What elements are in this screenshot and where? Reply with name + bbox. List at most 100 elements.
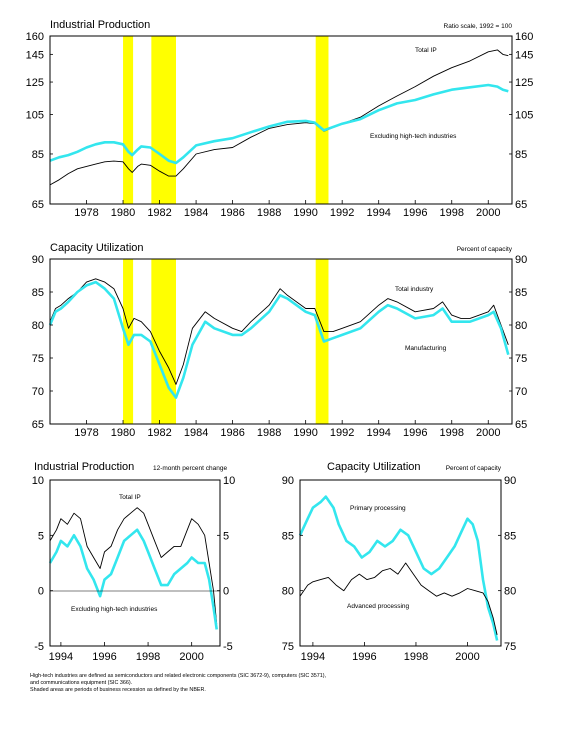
y-tick-label-left: 70 (32, 386, 44, 398)
y-tick-label-right: 160 (515, 31, 533, 43)
x-tick-label: 1996 (403, 427, 427, 439)
x-tick-label: 1982 (147, 427, 171, 439)
y-tick-label-left: 75 (282, 641, 294, 653)
series-label-excluding-high-tech: Excluding high-tech industries (71, 606, 158, 613)
y-tick-label-right: 80 (515, 320, 527, 332)
y-tick-label-left: 85 (32, 287, 44, 299)
x-tick-label: 1986 (220, 427, 244, 439)
x-tick-label: 1994 (49, 651, 73, 663)
y-tick-label-left: 85 (282, 530, 294, 542)
y-tick-label-left: 160 (26, 31, 44, 43)
series-label-total-ip: Total IP (415, 47, 437, 54)
x-tick-label: 1982 (147, 207, 171, 219)
series-label-total-ip: Total IP (119, 494, 141, 501)
x-tick-label: 1980 (111, 427, 135, 439)
y-tick-label-right: 85 (515, 287, 527, 299)
y-tick-label-right: 145 (515, 49, 533, 61)
x-tick-label: 1996 (352, 651, 376, 663)
x-tick-label: 1998 (439, 427, 463, 439)
x-tick-label: 1988 (257, 427, 281, 439)
series-line-1 (49, 49, 509, 186)
series-line-1 (49, 507, 218, 624)
footnotes: High-tech industries are defined as semi… (30, 673, 570, 693)
x-tick-label: 1984 (184, 427, 208, 439)
y-tick-label-right: 65 (515, 419, 527, 431)
x-tick-label: 1988 (257, 207, 281, 219)
footnote-line: Shaded areas are periods of business rec… (30, 686, 206, 693)
plot-frame (49, 479, 221, 647)
y-tick-label-left: 105 (26, 110, 44, 122)
x-tick-label: 1992 (330, 207, 354, 219)
y-tick-label-right: 0 (223, 586, 229, 598)
series-label-advanced-processing: Advanced processing (347, 603, 410, 610)
x-tick-label: 1992 (330, 427, 354, 439)
x-tick-label: 1986 (220, 207, 244, 219)
series-label-total-industry: Total industry (395, 286, 434, 293)
plot-frame (299, 479, 502, 647)
y-tick-label-right: 70 (515, 386, 527, 398)
series-label-primary-processing: Primary processing (350, 505, 406, 512)
y-tick-label-left: 90 (282, 475, 294, 487)
x-tick-label: 1998 (404, 651, 428, 663)
y-tick-label-left: 0 (38, 586, 44, 598)
x-tick-label: 1998 (439, 207, 463, 219)
x-tick-label: 1980 (111, 207, 135, 219)
y-tick-label-left: 5 (38, 530, 44, 542)
x-tick-label: 2000 (179, 651, 203, 663)
x-tick-label: 2000 (476, 427, 500, 439)
x-tick-label: 1994 (366, 427, 390, 439)
scale-note: Percent of capacity (446, 465, 502, 472)
series-lines (298, 495, 499, 641)
axis-ticks: 65 65 85 85 105 105 125 125 145 145 160 160 1978 1980… (26, 31, 534, 219)
y-tick-label-right: 5 (223, 530, 229, 542)
chart-ip: 65 65 85 85 105 105 125 125 145 145 160 160 1978 1980… (26, 19, 534, 219)
series-line-2 (49, 83, 509, 165)
y-tick-label-left: 80 (32, 320, 44, 332)
y-tick-label-left: 80 (282, 586, 294, 598)
x-tick-label: 2000 (455, 651, 479, 663)
series-line-1 (298, 495, 499, 641)
y-tick-label-right: -5 (223, 641, 233, 653)
chart-title: Capacity Utilization (327, 461, 421, 473)
x-tick-label: 1984 (184, 207, 208, 219)
axis-ticks: -5 -5 0 0 5 5 10 10 1994 1996 1998 2000 (32, 475, 236, 663)
recession-band-3 (315, 259, 329, 424)
y-tick-label-right: 90 (515, 254, 527, 266)
recession-bands (123, 259, 329, 424)
y-tick-label-right: 125 (515, 77, 533, 89)
y-tick-label-left: 65 (32, 199, 44, 211)
y-tick-label-right: 90 (504, 475, 516, 487)
y-tick-label-right: 80 (504, 586, 516, 598)
x-tick-label: 1978 (74, 427, 98, 439)
x-tick-label: 1996 (92, 651, 116, 663)
y-tick-label-left: 65 (32, 419, 44, 431)
axis-ticks: 65 65 70 70 75 75 80 80 85 85 90 90 1978 1980 1982 1984… (32, 254, 528, 439)
x-tick-label: 1994 (301, 651, 325, 663)
recession-band-1 (123, 36, 134, 204)
y-tick-label-right: 75 (515, 353, 527, 365)
y-tick-label-left: 10 (32, 475, 44, 487)
series-label-excluding-high-tech: Excluding high-tech industries (370, 133, 457, 140)
y-tick-label-right: 10 (223, 475, 235, 487)
x-tick-label: 1994 (366, 207, 390, 219)
plot-frame (49, 35, 513, 205)
series-line-2 (48, 528, 218, 630)
chart-cu: 65 65 70 70 75 75 80 80 85 85 90 90 1978 1980 1982 1984… (32, 242, 528, 439)
chart-title: Industrial Production (34, 461, 134, 473)
y-tick-label-right: 85 (504, 530, 516, 542)
series-line-1 (49, 278, 509, 385)
series-line-2 (299, 562, 498, 636)
recession-band-3 (315, 36, 329, 204)
y-tick-label-right: 75 (504, 641, 516, 653)
chart-ip-12month: -5 -5 0 0 5 5 10 10 1994 1996 1998 2000 Industrial … (32, 461, 236, 663)
x-tick-label: 1998 (136, 651, 160, 663)
y-tick-label-left: 145 (26, 49, 44, 61)
y-tick-label-left: 85 (32, 149, 44, 161)
x-tick-label: 1996 (403, 207, 427, 219)
plot-frame (49, 258, 513, 425)
y-tick-label-right: 105 (515, 110, 533, 122)
series-lines (49, 49, 509, 186)
scale-note: Ratio scale, 1992 = 100 (444, 23, 513, 30)
footnote-line: and communications equipment (SIC 366). (30, 679, 133, 686)
chart-title: Industrial Production (50, 19, 150, 31)
